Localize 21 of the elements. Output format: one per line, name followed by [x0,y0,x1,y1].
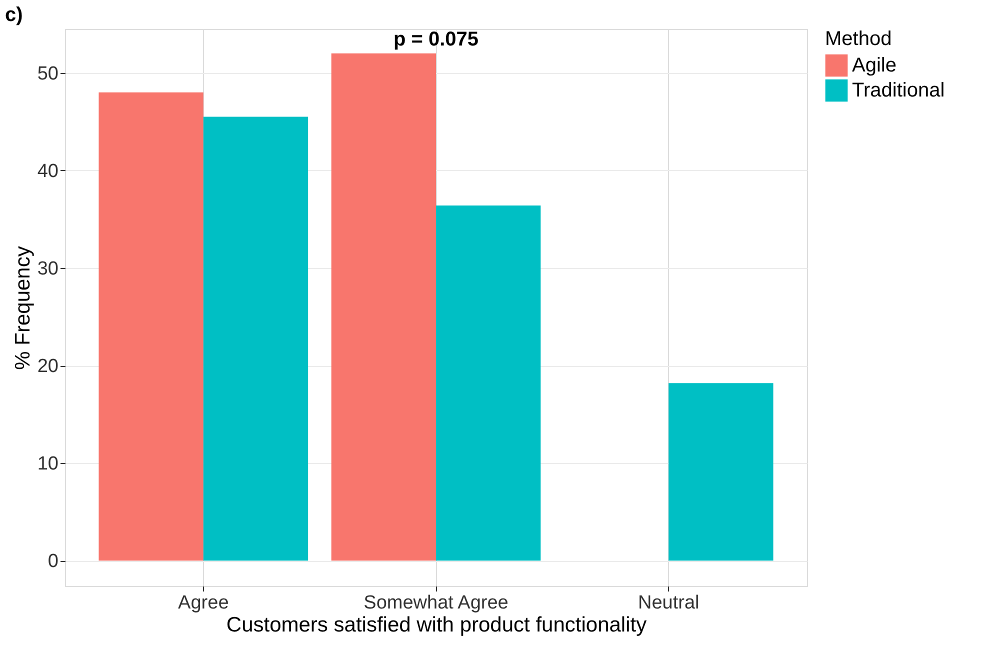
legend-label: Traditional [852,80,945,102]
y-axis-title: % Frequency [11,246,34,370]
legend-title: Method [825,28,892,50]
y-tick-label: 10 [37,454,58,475]
y-tick-label: 40 [37,160,58,182]
x-axis-title: Customers satisfied with product functionality [226,614,648,636]
annotation: p = 0.075 [393,28,479,50]
bar [98,92,204,561]
x-tick-label: Neutral [638,592,700,614]
bar [668,383,774,561]
bar [436,206,541,561]
bar [203,116,308,561]
y-tick-label: 50 [37,63,58,84]
bar [331,53,436,561]
chart-title: c) [5,4,23,26]
x-tick-label: Somewhat Agree [364,592,508,614]
x-tick-label: Agree [178,592,229,614]
y-tick-label: 20 [37,356,58,378]
y-tick-label: 0 [48,551,58,572]
legend-label: Agile [852,54,896,76]
y-tick-label: 30 [37,258,58,280]
